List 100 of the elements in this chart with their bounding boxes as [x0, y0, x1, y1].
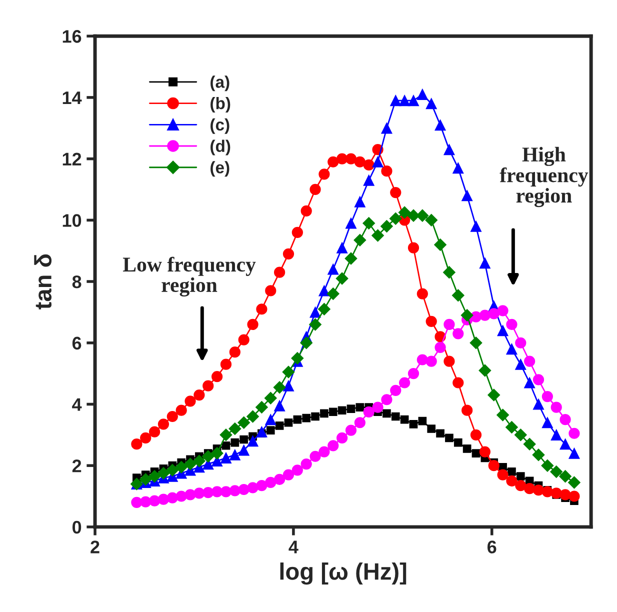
- point: [444, 318, 455, 330]
- point: [444, 356, 455, 367]
- point: [220, 452, 232, 464]
- point: [524, 356, 536, 367]
- point: [292, 226, 303, 238]
- point: [452, 289, 464, 302]
- point: [524, 483, 536, 494]
- point: [282, 380, 294, 392]
- point: [220, 428, 232, 442]
- point: [532, 484, 544, 496]
- point: [390, 384, 402, 396]
- point: [426, 356, 437, 367]
- y-tick-label: 16: [62, 30, 82, 43]
- point: [434, 120, 446, 131]
- point: [292, 464, 303, 476]
- point: [409, 420, 418, 428]
- point: [238, 444, 250, 456]
- point: [194, 389, 205, 401]
- legend-label: (a): [210, 76, 230, 92]
- point: [380, 220, 393, 233]
- point: [264, 392, 277, 404]
- point: [560, 438, 571, 450]
- point: [426, 316, 437, 327]
- point: [460, 309, 474, 322]
- point: [275, 422, 284, 430]
- point: [284, 418, 293, 427]
- point: [462, 404, 473, 416]
- point: [345, 218, 357, 229]
- point: [479, 310, 490, 321]
- y-tick-label: 14: [62, 92, 82, 104]
- point: [479, 446, 490, 458]
- point: [336, 242, 348, 254]
- point: [408, 242, 420, 254]
- x-tick-label: 6: [488, 540, 496, 554]
- point: [515, 358, 526, 370]
- point: [542, 486, 553, 498]
- point: [265, 285, 276, 296]
- point: [274, 266, 286, 278]
- point: [139, 473, 152, 486]
- point: [328, 440, 339, 452]
- point: [318, 446, 330, 458]
- point: [176, 404, 187, 416]
- legend-label: (e): [210, 161, 230, 177]
- point: [434, 238, 447, 251]
- point: [202, 487, 214, 498]
- point: [300, 205, 312, 217]
- point: [210, 447, 224, 460]
- point: [416, 288, 428, 300]
- point: [550, 488, 562, 499]
- point: [363, 406, 374, 418]
- point: [425, 214, 438, 226]
- point: [240, 435, 248, 444]
- point: [318, 168, 330, 180]
- point: [445, 434, 454, 442]
- point: [418, 416, 427, 426]
- point: [175, 460, 188, 474]
- point: [140, 496, 152, 508]
- point: [416, 88, 428, 100]
- point: [362, 216, 376, 230]
- point: [568, 490, 580, 502]
- point: [247, 318, 258, 330]
- point: [505, 420, 518, 434]
- point: [389, 212, 402, 225]
- point: [184, 489, 196, 500]
- point: [194, 488, 205, 499]
- point: [363, 159, 374, 171]
- point: [148, 470, 161, 483]
- point: [229, 449, 240, 460]
- point: [229, 346, 240, 358]
- point: [336, 432, 348, 444]
- point: [354, 417, 366, 428]
- point: [166, 464, 179, 476]
- point: [532, 398, 544, 410]
- point: [506, 318, 518, 330]
- point: [532, 374, 544, 386]
- point: [506, 475, 518, 486]
- x-tick-label: 4: [288, 540, 298, 554]
- point: [560, 489, 571, 500]
- point: [157, 467, 170, 480]
- point: [382, 409, 391, 418]
- annotation: High frequency region: [500, 146, 588, 208]
- point: [300, 458, 312, 470]
- point: [416, 209, 429, 222]
- point: [470, 220, 482, 232]
- legend-label: (c): [210, 118, 230, 134]
- point: [320, 409, 328, 418]
- point: [229, 485, 240, 496]
- point: [524, 377, 536, 388]
- point: [311, 412, 320, 421]
- point: [542, 417, 553, 428]
- point: [488, 460, 500, 472]
- point: [256, 304, 268, 315]
- point: [247, 435, 258, 447]
- point: [328, 264, 339, 275]
- point: [472, 449, 480, 458]
- point: [256, 480, 268, 492]
- point: [372, 156, 384, 168]
- point: [318, 285, 330, 296]
- point: [318, 302, 330, 316]
- point: [452, 377, 464, 388]
